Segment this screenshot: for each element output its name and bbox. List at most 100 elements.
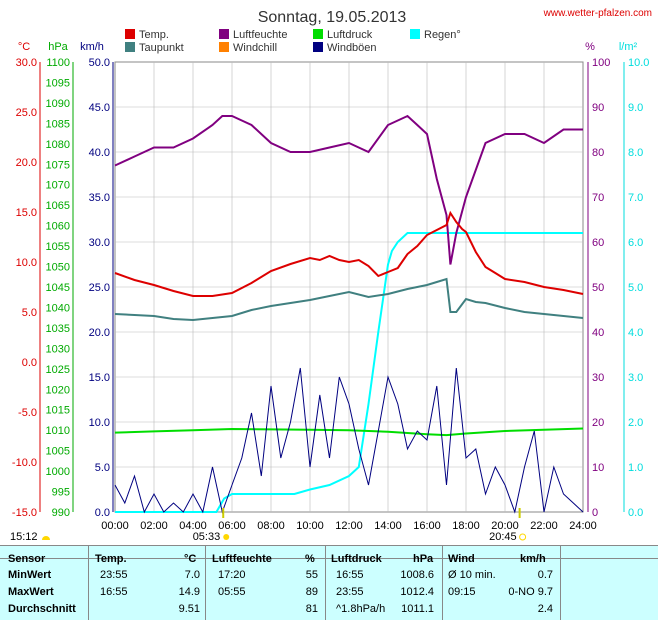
axis-unit-pressure: hPa bbox=[48, 41, 68, 53]
series-line-1 bbox=[114, 427, 584, 437]
legend-label-4: Taupunkt bbox=[139, 42, 184, 54]
tick-rain-0: 10.0 bbox=[628, 57, 649, 69]
tick-humidity-5: 50 bbox=[592, 282, 604, 294]
tick-wind-9: 5.0 bbox=[95, 462, 110, 474]
tick-wind-10: 0.0 bbox=[95, 507, 110, 519]
legend: Temp. Luftfeuchte Luftdruck Regen° Taupunkt W… bbox=[125, 29, 461, 54]
x-tick-9: 18:00 bbox=[452, 520, 480, 532]
tick-rain-6: 4.0 bbox=[628, 327, 643, 339]
tick-wind-4: 30.0 bbox=[89, 237, 110, 249]
table-cell-h_val-1: 89 bbox=[305, 586, 318, 598]
tick-pressure-15: 1025 bbox=[46, 364, 70, 376]
legend-swatch-2 bbox=[313, 29, 323, 39]
tick-pressure-13: 1035 bbox=[46, 323, 70, 335]
moonrise-icon bbox=[42, 536, 50, 540]
legend-swatch-1 bbox=[219, 29, 229, 39]
tick-humidity-10: 0 bbox=[592, 507, 598, 519]
table-cell-p_val-0: 1008.6 bbox=[400, 569, 434, 581]
legend-swatch-6 bbox=[313, 42, 323, 52]
tick-pressure-2: 1090 bbox=[46, 98, 70, 110]
tick-rain-3: 7.0 bbox=[628, 192, 643, 204]
legend-swatch-4 bbox=[125, 42, 135, 52]
tick-rain-2: 8.0 bbox=[628, 147, 643, 159]
site-link[interactable]: www.wetter-pfalzen.com bbox=[543, 8, 652, 19]
tick-temp-8: -10.0 bbox=[12, 457, 37, 469]
x-tick-10: 20:00 bbox=[491, 520, 519, 532]
x-tick-0: 00:00 bbox=[101, 520, 129, 532]
x-tick-1: 02:00 bbox=[140, 520, 168, 532]
series-line-4 bbox=[114, 277, 584, 322]
table-cell-h_val-0: 55 bbox=[305, 569, 318, 581]
table-cell-t_time-1: 16:55 bbox=[100, 586, 128, 598]
grid bbox=[114, 61, 584, 513]
tick-wind-5: 25.0 bbox=[89, 282, 110, 294]
x-tick-8: 16:00 bbox=[413, 520, 441, 532]
tick-pressure-14: 1030 bbox=[46, 343, 70, 355]
tick-pressure-20: 1000 bbox=[46, 466, 70, 478]
table-cell-p_time-0: 16:55 bbox=[336, 569, 364, 581]
hdr-press-unit: hPa bbox=[413, 553, 434, 565]
x-tick-4: 08:00 bbox=[257, 520, 285, 532]
sunrise-label: 05:33 bbox=[193, 531, 221, 543]
legend-swatch-5 bbox=[219, 42, 229, 52]
hdr-press: Luftdruck bbox=[331, 553, 382, 565]
axes: °C 30.0 25.0 20.0 15.0 10.0 5.0 0.0 -5.0 -10.0 -15… bbox=[12, 41, 650, 519]
chart-title: Sonntag, 19.05.2013 bbox=[258, 9, 407, 26]
tick-rain-10: 0.0 bbox=[628, 507, 643, 519]
tick-temp-0: 30.0 bbox=[16, 57, 37, 69]
tick-pressure-4: 1080 bbox=[46, 139, 70, 151]
tick-rain-9: 1.0 bbox=[628, 462, 643, 474]
tick-temp-9: -15.0 bbox=[12, 507, 37, 519]
table-cell-t_val-1: 14.9 bbox=[178, 586, 200, 598]
tick-pressure-7: 1065 bbox=[46, 200, 70, 212]
table-cell-h_time-1: 05:55 bbox=[218, 586, 246, 598]
axis-unit-temp: °C bbox=[18, 41, 30, 53]
sun-markers: 05:33 20:45 15:12 bbox=[10, 508, 527, 543]
moonrise-label: 15:12 bbox=[10, 531, 38, 543]
tick-pressure-19: 1005 bbox=[46, 446, 70, 458]
table-cell-t_time-0: 23:55 bbox=[100, 569, 128, 581]
x-tick-3: 06:00 bbox=[218, 520, 246, 532]
x-tick-7: 14:00 bbox=[374, 520, 402, 532]
table-cell-w_time-0: Ø 10 min. bbox=[448, 569, 496, 581]
tick-humidity-1: 90 bbox=[592, 102, 604, 114]
table-cell-h_time-0: 17:20 bbox=[218, 569, 246, 581]
tick-wind-1: 45.0 bbox=[89, 102, 110, 114]
weather-chart: Sonntag, 19.05.2013 www.wetter-pfalzen.c… bbox=[10, 8, 652, 543]
tick-humidity-7: 30 bbox=[592, 372, 604, 384]
tick-pressure-5: 1075 bbox=[46, 159, 70, 171]
tick-pressure-6: 1070 bbox=[46, 180, 70, 192]
axis-unit-humidity: % bbox=[585, 41, 595, 53]
tick-wind-6: 20.0 bbox=[89, 327, 110, 339]
tick-pressure-0: 1100 bbox=[46, 57, 70, 69]
table-cell-p_time-2: ^1.8hPa/h bbox=[336, 603, 386, 615]
series-line-2 bbox=[114, 367, 584, 514]
tick-temp-4: 10.0 bbox=[16, 257, 37, 269]
legend-label-0: Temp. bbox=[139, 29, 169, 41]
tick-pressure-21: 995 bbox=[52, 487, 70, 499]
tick-rain-8: 2.0 bbox=[628, 417, 643, 429]
tick-temp-3: 15.0 bbox=[16, 207, 37, 219]
hdr-wind-unit: km/h bbox=[520, 553, 546, 565]
table-cell-h_val-2: 81 bbox=[305, 603, 318, 615]
tick-temp-6: 0.0 bbox=[22, 357, 37, 369]
tick-humidity-3: 70 bbox=[592, 192, 604, 204]
stats-table: Sensor Temp. °C Luftfeuchte % Luftdruck … bbox=[0, 545, 658, 620]
tick-humidity-6: 40 bbox=[592, 327, 604, 339]
tick-pressure-1: 1095 bbox=[46, 77, 70, 89]
tick-humidity-0: 100 bbox=[592, 57, 610, 69]
x-tick-12: 24:00 bbox=[569, 520, 597, 532]
tick-wind-0: 50.0 bbox=[89, 57, 110, 69]
series-line-3 bbox=[114, 114, 583, 265]
table-cell-p_val-1: 1012.4 bbox=[400, 586, 434, 598]
x-tick-5: 10:00 bbox=[296, 520, 324, 532]
tick-temp-7: -5.0 bbox=[18, 407, 37, 419]
legend-label-5: Windchill bbox=[233, 42, 277, 54]
tick-wind-3: 35.0 bbox=[89, 192, 110, 204]
tick-pressure-22: 990 bbox=[52, 507, 70, 519]
hdr-hum-unit: % bbox=[305, 553, 315, 565]
legend-swatch-3 bbox=[410, 29, 420, 39]
hdr-temp: Temp. bbox=[95, 553, 127, 565]
tick-rain-4: 6.0 bbox=[628, 237, 643, 249]
hdr-wind: Wind bbox=[448, 553, 475, 565]
